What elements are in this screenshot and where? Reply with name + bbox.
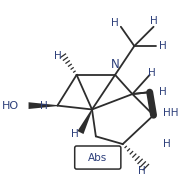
Text: H: H (163, 139, 171, 149)
Text: H: H (54, 51, 61, 61)
Text: H: H (159, 41, 167, 51)
Text: H: H (150, 16, 157, 26)
Text: H: H (71, 129, 79, 139)
Text: H: H (148, 68, 156, 78)
FancyBboxPatch shape (75, 146, 121, 169)
Text: HH: HH (163, 108, 179, 118)
Text: H: H (138, 166, 146, 176)
Text: H: H (159, 87, 167, 97)
Text: H: H (111, 18, 119, 28)
Text: H: H (40, 101, 48, 111)
Text: N: N (111, 58, 119, 71)
Text: HO: HO (2, 101, 19, 111)
Polygon shape (29, 102, 57, 109)
Text: Abs: Abs (88, 152, 107, 163)
Polygon shape (77, 109, 92, 134)
